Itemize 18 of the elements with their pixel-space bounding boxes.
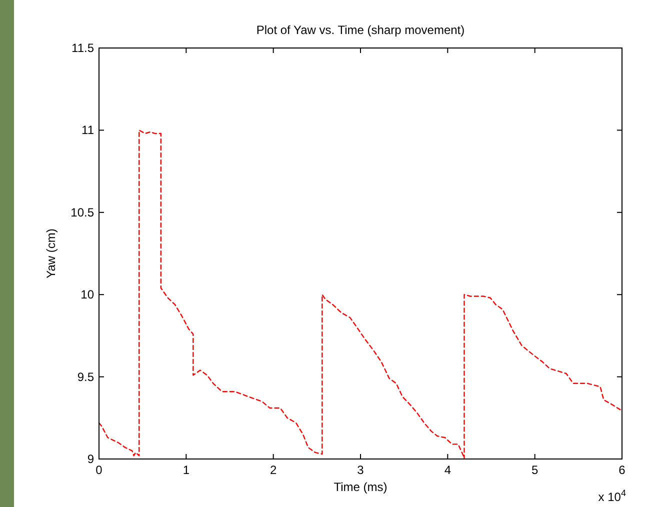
- x-tick-label: 4: [444, 463, 452, 477]
- x-tick-label: 2: [270, 463, 277, 477]
- y-tick-label: 9: [87, 452, 94, 466]
- x-tick-label: 0: [96, 463, 103, 477]
- x-tick-label: 6: [618, 463, 626, 477]
- line-series: [98, 130, 621, 460]
- text: x 10$^{4}$: [598, 488, 626, 504]
- x-tick-label: 1: [182, 463, 190, 477]
- y-tick-label: 10.5: [70, 205, 94, 220]
- x-tick-label: 3: [357, 463, 364, 477]
- y-tick-label: 9.5: [77, 370, 94, 384]
- y-tick-label: 10: [80, 288, 94, 302]
- y-tick-label: 11.5: [72, 41, 94, 55]
- y-tick-label: 11: [82, 123, 94, 138]
- x-tick-label: 5: [531, 463, 538, 477]
- y-axis-title: Yaw (cm): [44, 228, 58, 278]
- chart-title: Plot of Yaw vs. Time (sharp movement): [256, 23, 465, 37]
- x-axis-title: Time (ms): [334, 480, 388, 494]
